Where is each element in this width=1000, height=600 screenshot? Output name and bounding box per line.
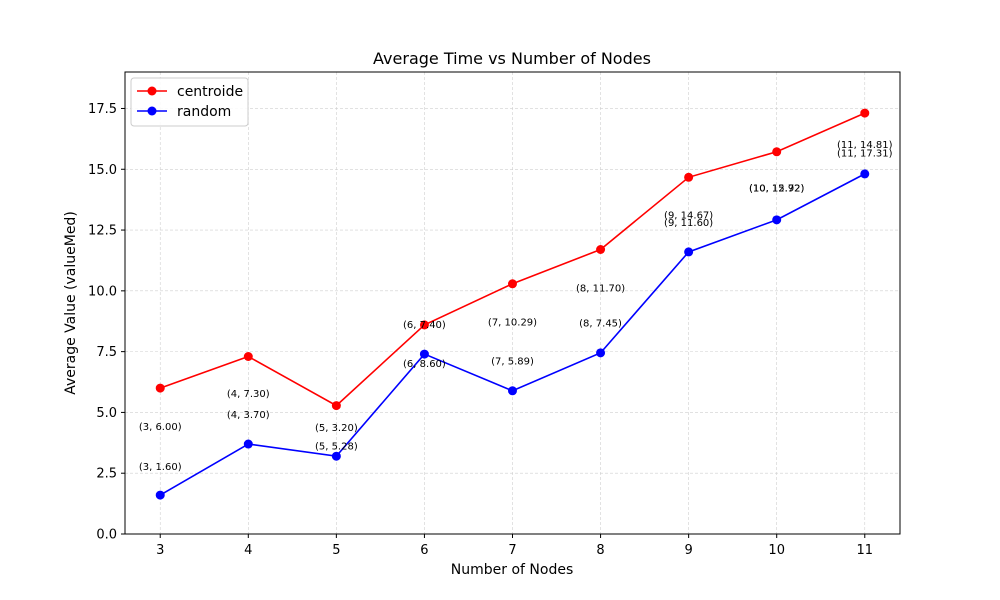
data-label: (11, 17.31) bbox=[837, 148, 893, 159]
y-tick-label: 5.0 bbox=[96, 406, 117, 421]
x-tick-label: 11 bbox=[856, 543, 873, 558]
chart-title: Average Time vs Number of Nodes bbox=[373, 49, 651, 68]
legend-label-random: random bbox=[177, 104, 231, 120]
data-point-centroide bbox=[243, 351, 253, 361]
data-label: (9, 11.60) bbox=[664, 218, 713, 229]
data-point-centroide bbox=[155, 383, 165, 393]
legend-marker-random bbox=[147, 106, 157, 116]
legend: centroide random bbox=[130, 77, 249, 127]
data-point-random bbox=[155, 490, 165, 500]
x-tick-label: 6 bbox=[420, 543, 428, 558]
data-point-random bbox=[243, 439, 253, 449]
data-label: (11, 14.81) bbox=[837, 140, 893, 151]
data-label: (5, 3.20) bbox=[315, 423, 358, 434]
y-tick-label: 15.0 bbox=[88, 163, 117, 178]
x-tick-label: 9 bbox=[684, 543, 692, 558]
data-point-centroide bbox=[508, 279, 517, 289]
grid bbox=[125, 72, 900, 535]
data-label: (8, 11.70) bbox=[576, 283, 625, 294]
data-point-centroide bbox=[596, 245, 606, 255]
data-label: (5, 5.28) bbox=[315, 441, 358, 452]
x-tick-label: 10 bbox=[768, 543, 785, 558]
x-tick-label: 8 bbox=[596, 543, 604, 558]
series-random bbox=[155, 169, 870, 500]
data-label: (10, 15.72) bbox=[749, 184, 805, 195]
data-point-random bbox=[860, 169, 870, 179]
series-layer bbox=[155, 108, 870, 500]
annotations: (3, 6.00) (3, 1.60) (4, 7.30) (4, 3.70) (5, … bbox=[139, 140, 893, 473]
series-centroide bbox=[155, 108, 870, 411]
legend-label-centroide: centroide bbox=[177, 84, 243, 100]
data-label: (3, 1.60) bbox=[139, 462, 182, 473]
y-tick-label: 17.5 bbox=[88, 102, 117, 117]
data-label: (3, 6.00) bbox=[139, 422, 182, 433]
y-tick-label: 2.5 bbox=[96, 467, 117, 482]
y-tick-label: 0.0 bbox=[96, 528, 117, 543]
data-point-centroide bbox=[860, 108, 870, 118]
data-label: (7, 5.89) bbox=[491, 356, 534, 367]
data-label: (8, 7.45) bbox=[579, 319, 622, 330]
data-label: (4, 7.30) bbox=[227, 389, 270, 400]
data-label: (4, 3.70) bbox=[227, 410, 270, 421]
data-point-random bbox=[419, 349, 429, 359]
y-tick-label: 7.5 bbox=[96, 345, 117, 360]
data-point-centroide bbox=[331, 401, 341, 411]
x-axis-label: Number of Nodes bbox=[451, 562, 573, 578]
y-tick-label: 12.5 bbox=[88, 224, 117, 239]
data-point-centroide bbox=[684, 172, 694, 182]
data-label: (6, 8.60) bbox=[403, 359, 446, 370]
y-axis-label: Average Value (valueMed) bbox=[63, 211, 79, 395]
legend-marker-centroide bbox=[147, 86, 157, 96]
data-point-random bbox=[331, 451, 341, 461]
data-label: (6, 7.40) bbox=[403, 320, 446, 331]
x-tick-label: 7 bbox=[508, 543, 516, 558]
data-label: (9, 14.67) bbox=[664, 210, 713, 221]
data-point-centroide bbox=[419, 320, 429, 330]
data-label: (10, 12.92) bbox=[749, 184, 805, 195]
x-tick-label: 3 bbox=[156, 543, 164, 558]
x-tick-label: 4 bbox=[244, 543, 252, 558]
data-point-centroide bbox=[772, 147, 782, 157]
data-point-random bbox=[508, 386, 517, 396]
legend-box bbox=[130, 77, 249, 127]
data-point-random bbox=[596, 348, 606, 358]
data-point-random bbox=[772, 215, 782, 225]
data-label: (7, 10.29) bbox=[488, 317, 537, 328]
y-tick-label: 10.0 bbox=[88, 284, 117, 299]
axis-ticks: 3 4 5 6 7 8 9 10 11 0.0 2.5 5.0 7.5 10.0 12.5 15.0 17.5 bbox=[88, 102, 873, 558]
data-point-random bbox=[684, 247, 694, 257]
x-tick-label: 5 bbox=[332, 543, 340, 558]
